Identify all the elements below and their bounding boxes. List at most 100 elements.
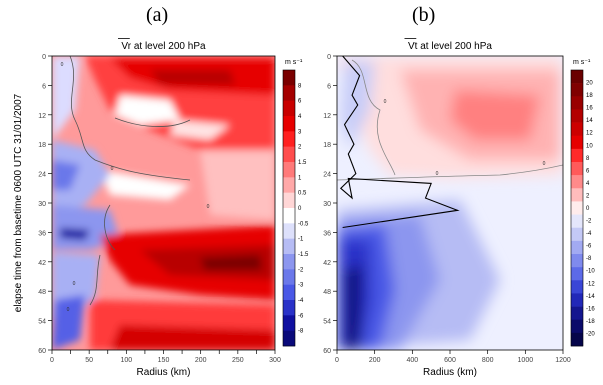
colorbar-swatch bbox=[571, 109, 583, 123]
colorbar-swatch bbox=[571, 319, 583, 334]
colorbar-tick-label: 2 bbox=[298, 145, 302, 151]
colorbar-swatch bbox=[571, 293, 583, 307]
y-tick-label: 18 bbox=[38, 142, 46, 149]
y-tick-label: 0 bbox=[42, 54, 46, 61]
y-tick-label: 30 bbox=[38, 201, 46, 208]
x-axis-label: Radius (km) bbox=[423, 367, 477, 378]
colorbar-tick-label: 6 bbox=[586, 168, 590, 174]
y-tick-label: 36 bbox=[323, 230, 331, 237]
colorbar-swatch bbox=[283, 238, 295, 255]
colorbar-tick-label: -14 bbox=[586, 294, 595, 300]
colorbar-swatch bbox=[571, 254, 583, 268]
colorbar-swatch bbox=[571, 70, 583, 84]
colorbar-swatch bbox=[571, 135, 583, 150]
colorbar-swatch bbox=[571, 175, 583, 189]
colorbar-swatch bbox=[283, 85, 295, 101]
colorbar-swatch bbox=[571, 148, 583, 163]
y-tick-label: 24 bbox=[323, 172, 331, 179]
x-tick-label: 1200 bbox=[555, 357, 571, 364]
contour-label: 0 bbox=[207, 204, 210, 210]
y-tick-label: 36 bbox=[38, 230, 46, 237]
x-tick-label: 200 bbox=[195, 357, 207, 364]
panel-b-field bbox=[337, 56, 563, 350]
colorbar-swatch bbox=[283, 70, 295, 86]
colorbar-swatch bbox=[571, 122, 583, 137]
colorbar-swatch bbox=[283, 315, 295, 331]
colorbar-tick-label: -1.5 bbox=[298, 252, 309, 258]
colorbar-tick-label: 16 bbox=[586, 106, 593, 112]
y-axis-label: elapse time from basetime 0600 UTC 31/01… bbox=[13, 93, 24, 312]
contour-label: 0 bbox=[384, 99, 387, 105]
panel-label-a: (a) bbox=[146, 4, 169, 26]
colorbar-swatch bbox=[283, 300, 295, 316]
colorbar-tick-label: -12 bbox=[586, 281, 595, 287]
x-tick-label: 200 bbox=[369, 357, 381, 364]
colorbar-swatch bbox=[571, 306, 583, 321]
colorbar-tick-label: -3 bbox=[298, 283, 304, 289]
colorbar-swatch bbox=[283, 146, 295, 163]
panel-b-title: Vt at level 200 hPa bbox=[408, 41, 492, 52]
colorbar-tick-label: -10 bbox=[586, 269, 595, 275]
colorbar-swatch bbox=[571, 280, 583, 294]
y-tick-label: 60 bbox=[38, 348, 46, 355]
colorbar-tick-label: 4 bbox=[298, 114, 302, 120]
rmw-line bbox=[339, 56, 460, 229]
colorbar-tick-label: 0 bbox=[298, 206, 302, 212]
colorbar-tick-label: -4 bbox=[298, 298, 304, 304]
x-tick-label: 400 bbox=[406, 357, 418, 364]
colorbar-tick-label: -6 bbox=[298, 313, 304, 319]
colorbar-tick-label: -4 bbox=[586, 231, 592, 237]
colorbar-tick-label: 1 bbox=[298, 175, 302, 181]
colorbar-swatch bbox=[283, 223, 295, 239]
colorbar-unit: m s⁻¹ bbox=[573, 59, 591, 66]
colorbar-swatch bbox=[571, 96, 583, 110]
colorbar-swatch bbox=[283, 100, 295, 117]
y-tick-label: 24 bbox=[38, 172, 46, 179]
colorbar-swatch bbox=[283, 192, 295, 209]
colorbar-swatch bbox=[571, 267, 583, 281]
colorbar-tick-label: -8 bbox=[586, 256, 592, 262]
colorbar-tick-label: 8 bbox=[298, 83, 302, 89]
colorbar-swatch bbox=[283, 330, 295, 347]
colorbar-swatch bbox=[571, 201, 583, 215]
x-tick-label: 0 bbox=[50, 357, 54, 364]
colorbar-tick-label: 4 bbox=[586, 181, 590, 187]
contour-label: 0 bbox=[543, 161, 546, 167]
y-tick-label: 12 bbox=[323, 113, 331, 120]
colorbar-swatch bbox=[283, 177, 295, 193]
colorbar-tick-label: -18 bbox=[586, 319, 595, 325]
colorbar-unit: m s⁻¹ bbox=[285, 59, 303, 66]
colorbar-swatch bbox=[571, 240, 583, 255]
colorbar-tick-label: -8 bbox=[298, 329, 304, 335]
y-tick-label: 6 bbox=[327, 83, 331, 90]
colorbar-tick-label: 8 bbox=[586, 156, 590, 162]
colorbar-tick-label: 3 bbox=[298, 129, 302, 135]
colorbar-tick-label: 20 bbox=[586, 81, 593, 87]
colorbar-tick-label: 6 bbox=[298, 99, 302, 105]
panel-a-title: Vr at level 200 hPa bbox=[121, 41, 206, 52]
colorbar-tick-label: -16 bbox=[586, 306, 595, 312]
colorbar-swatch bbox=[283, 269, 295, 285]
x-tick-label: 50 bbox=[85, 357, 93, 364]
y-tick-label: 12 bbox=[38, 113, 46, 120]
y-tick-label: 6 bbox=[42, 83, 46, 90]
x-tick-label: 600 bbox=[444, 357, 456, 364]
colorbar-swatch bbox=[571, 227, 583, 242]
colorbar-tick-label: 10 bbox=[586, 143, 593, 149]
colorbar-frame bbox=[570, 69, 584, 347]
y-tick-label: 48 bbox=[38, 289, 46, 296]
colorbar-tick-label: 0 bbox=[586, 206, 590, 212]
y-tick-label: 18 bbox=[323, 142, 331, 149]
x-tick-label: 300 bbox=[269, 357, 281, 364]
colorbar-swatch bbox=[283, 254, 295, 270]
x-tick-label: 150 bbox=[158, 357, 170, 364]
x-tick-label: 250 bbox=[232, 357, 244, 364]
colorbar-swatch bbox=[571, 188, 583, 202]
contour-label: 0 bbox=[67, 307, 70, 313]
x-axis-label: Radius (km) bbox=[137, 367, 191, 378]
colorbar-swatch bbox=[283, 116, 295, 132]
y-tick-label: 42 bbox=[38, 260, 46, 267]
colorbar-tick-label: 18 bbox=[586, 93, 593, 99]
colorbar-frame bbox=[282, 69, 296, 347]
